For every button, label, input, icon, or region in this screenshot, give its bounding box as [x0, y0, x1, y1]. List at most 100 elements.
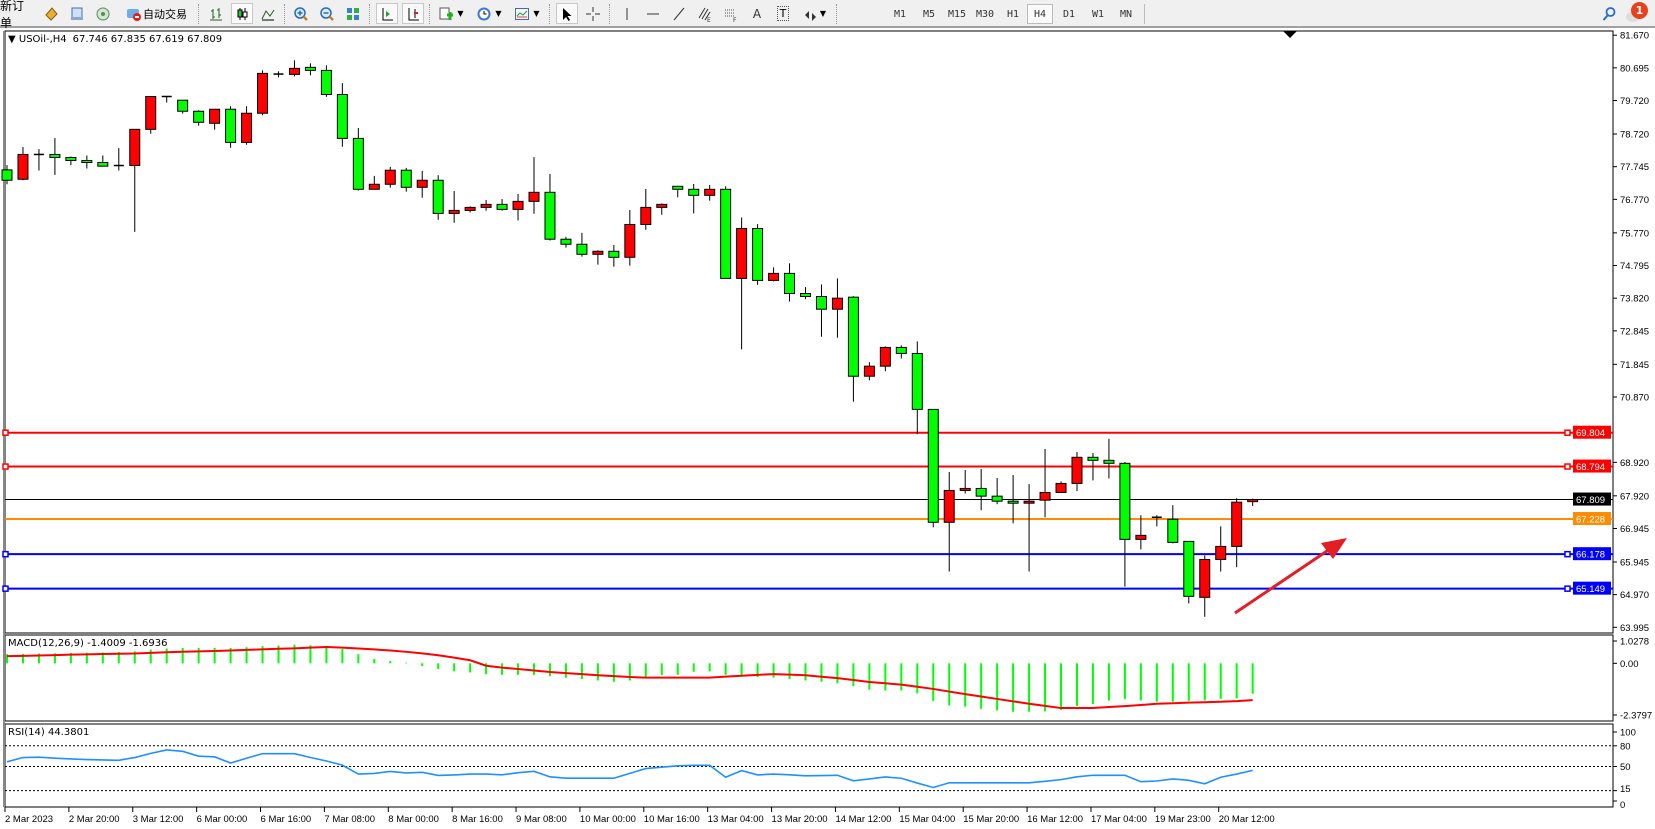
chevron-down-icon: ▼ [457, 9, 464, 18]
timeframe-h4[interactable]: H4 [1027, 4, 1053, 24]
zoom-out-button[interactable] [316, 3, 338, 24]
bear-candle-body [432, 179, 444, 214]
toolbar-separator [429, 4, 431, 24]
time-tick-label: 10 Mar 16:00 [644, 814, 700, 825]
trendline-button[interactable] [668, 3, 690, 24]
bear-candle-body [784, 272, 796, 294]
bull-candle-body [768, 272, 780, 281]
timeframe-d1[interactable]: D1 [1062, 8, 1076, 20]
candle [927, 408, 939, 528]
candle [161, 95, 172, 103]
chart-shift-marker-icon[interactable] [1283, 31, 1297, 38]
price-tick-label: 63.995 [1620, 623, 1649, 634]
bear-candle-body [927, 408, 939, 523]
market-watch-button[interactable] [66, 3, 88, 24]
bull-candle-body [368, 183, 380, 190]
level-anchor-handle[interactable] [2, 429, 9, 436]
arrows-icon [804, 10, 816, 21]
line-chart-button[interactable] [257, 3, 279, 24]
arrows-dropdown[interactable]: ▼ [798, 3, 830, 24]
bear-candle-body [815, 296, 827, 310]
search-button[interactable] [1598, 3, 1620, 24]
indicators-dropdown[interactable]: ▼ [434, 3, 468, 24]
candle [97, 155, 109, 167]
time-tick-label: 15 Mar 04:00 [899, 814, 955, 825]
text-label-button[interactable]: T [772, 3, 794, 24]
bear-candle-body [304, 66, 316, 71]
trend-arrow[interactable] [1234, 538, 1347, 615]
candle [1135, 515, 1147, 550]
candle [1215, 526, 1227, 572]
price-tick-label: 74.795 [1620, 261, 1649, 272]
time-tick-label: 3 Mar 12:00 [133, 814, 184, 825]
bar-chart-button[interactable] [205, 3, 227, 24]
time-tick-label: 14 Mar 12:00 [835, 814, 891, 825]
periods-dropdown[interactable]: ▼ [472, 3, 506, 24]
candle [512, 193, 524, 221]
bull-candle-body [288, 67, 300, 75]
auto-trading-label: 自动交易 [143, 7, 187, 21]
candle [273, 71, 284, 78]
level-anchor-handle[interactable] [2, 463, 9, 470]
cursor-button[interactable] [556, 3, 578, 24]
templates-dropdown[interactable]: ▼ [510, 3, 544, 24]
metaeditor-button[interactable] [40, 3, 62, 24]
text-tool-button[interactable]: A [746, 3, 768, 24]
auto-scroll-button[interactable] [376, 3, 398, 24]
candle [1231, 498, 1243, 568]
level-anchor-handle[interactable] [1564, 429, 1571, 436]
chevron-down-icon: ▼ [495, 9, 502, 18]
level-anchor-handle[interactable] [1564, 550, 1571, 558]
bull-candle-body [209, 108, 221, 124]
timeframe-m30[interactable]: M30 [975, 8, 995, 20]
text-icon: A [752, 6, 762, 21]
timeframe-w1[interactable]: W1 [1091, 8, 1105, 20]
bull-candle-body [145, 96, 157, 130]
collapse-triangle-icon[interactable]: ▼ [8, 34, 19, 45]
zoom-in-button[interactable] [290, 3, 312, 24]
level-anchor-handle[interactable] [1564, 463, 1571, 470]
bear-candle-body [991, 495, 1003, 502]
signals-button[interactable] [92, 3, 114, 24]
price-tick-label: 66.945 [1620, 524, 1649, 535]
candle [831, 278, 843, 338]
level-anchor-handle[interactable] [2, 550, 9, 558]
level-anchor-handle[interactable] [2, 585, 9, 592]
horizontal-line-button[interactable] [642, 3, 664, 24]
candle [1087, 452, 1099, 481]
bear-candle-body [65, 156, 77, 161]
toolbar-separator [284, 4, 286, 24]
candlestick-button[interactable] [231, 3, 253, 24]
fibo-fan-button[interactable]: F [720, 3, 742, 24]
crosshair-button[interactable] [582, 3, 604, 24]
time-tick-label: 13 Mar 04:00 [708, 814, 764, 825]
tile-windows-button[interactable] [342, 3, 364, 24]
candle [257, 70, 269, 116]
bear-candle-body [895, 346, 907, 354]
toolbar: 新订单 自动交易 ▼ ▼ ▼ E F A T ▼ M1 M5 M15 M30 H1 H4 D… [0, 0, 1655, 30]
bear-candle-body [1087, 456, 1099, 461]
timeframe-m5[interactable]: M5 [922, 8, 936, 20]
timeframe-m15[interactable]: M15 [947, 8, 967, 20]
candle [975, 469, 987, 511]
timeframe-h1[interactable]: H1 [1006, 8, 1020, 20]
level-anchor-handle[interactable] [1564, 585, 1571, 592]
zoom-in-icon [294, 6, 308, 21]
bull-candle-body [1199, 558, 1211, 598]
candle [209, 108, 221, 130]
new-order-button[interactable]: 新订单 [0, 0, 34, 30]
timeframe-mn[interactable]: MN [1119, 8, 1133, 20]
timeframe-m1[interactable]: M1 [893, 8, 907, 20]
level-price-badge: 69.804 [1573, 425, 1611, 439]
chart-shift-button[interactable] [402, 3, 424, 24]
vertical-line-button[interactable] [616, 3, 638, 24]
fibonacci-button[interactable]: E [694, 3, 716, 24]
symbol-label: USOil-,H4 [19, 34, 67, 45]
auto-trading-button[interactable]: 自动交易 [120, 3, 192, 24]
candle [480, 200, 492, 211]
macd-tick-label: -2.3797 [1620, 711, 1652, 722]
price-tick-label: 79.720 [1620, 96, 1649, 107]
level-price-badge: 67.228 [1573, 512, 1611, 526]
candle [704, 184, 716, 201]
